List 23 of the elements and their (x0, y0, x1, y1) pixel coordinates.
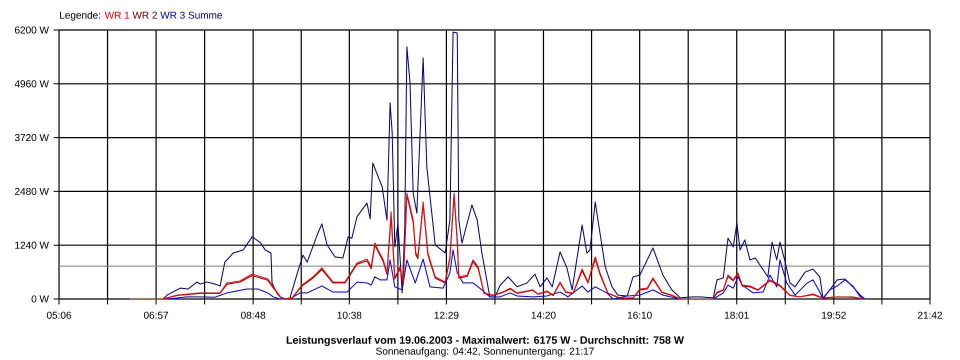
text: WR 3 (160, 12, 185, 19)
x-tick-label: 08:48 (241, 312, 266, 319)
x-tick-label: 10:38 (338, 312, 362, 319)
legend-title: Legende: (60, 11, 100, 21)
x-tick-label: 12:29 (434, 312, 458, 319)
x-tick-label: 18:01 (724, 312, 749, 319)
text: WR 2 (132, 12, 157, 19)
x-tick-label: 16:10 (628, 312, 652, 319)
x-tick-label: 14:20 (532, 312, 556, 319)
x-tick-label: 19:52 (822, 312, 846, 319)
text: Summe (188, 12, 222, 19)
text: Sonnenaufgang: 04:42, Sonnenuntergang: 21:17 (376, 347, 594, 357)
y-tick-label: 6200 W (15, 26, 49, 34)
x-tick-label: 06:57 (144, 312, 168, 319)
text: Leistungsverlauf vom 19.06.2003 - Maximalwert: 6175 W - Durchschnitt: 758 W (286, 336, 684, 346)
y-tick-label: 1240 W (15, 242, 49, 249)
x-tick-label: 05:06 (46, 312, 72, 319)
x-tick-label: 21:42 (918, 312, 942, 319)
y-tick-label: 0 W (32, 295, 49, 303)
y-tick-label: 2480 W (15, 188, 49, 195)
text: WR 1 (104, 12, 130, 19)
y-tick-label: 3720 W (14, 134, 49, 142)
y-tick-label: 4960 W (14, 80, 49, 88)
